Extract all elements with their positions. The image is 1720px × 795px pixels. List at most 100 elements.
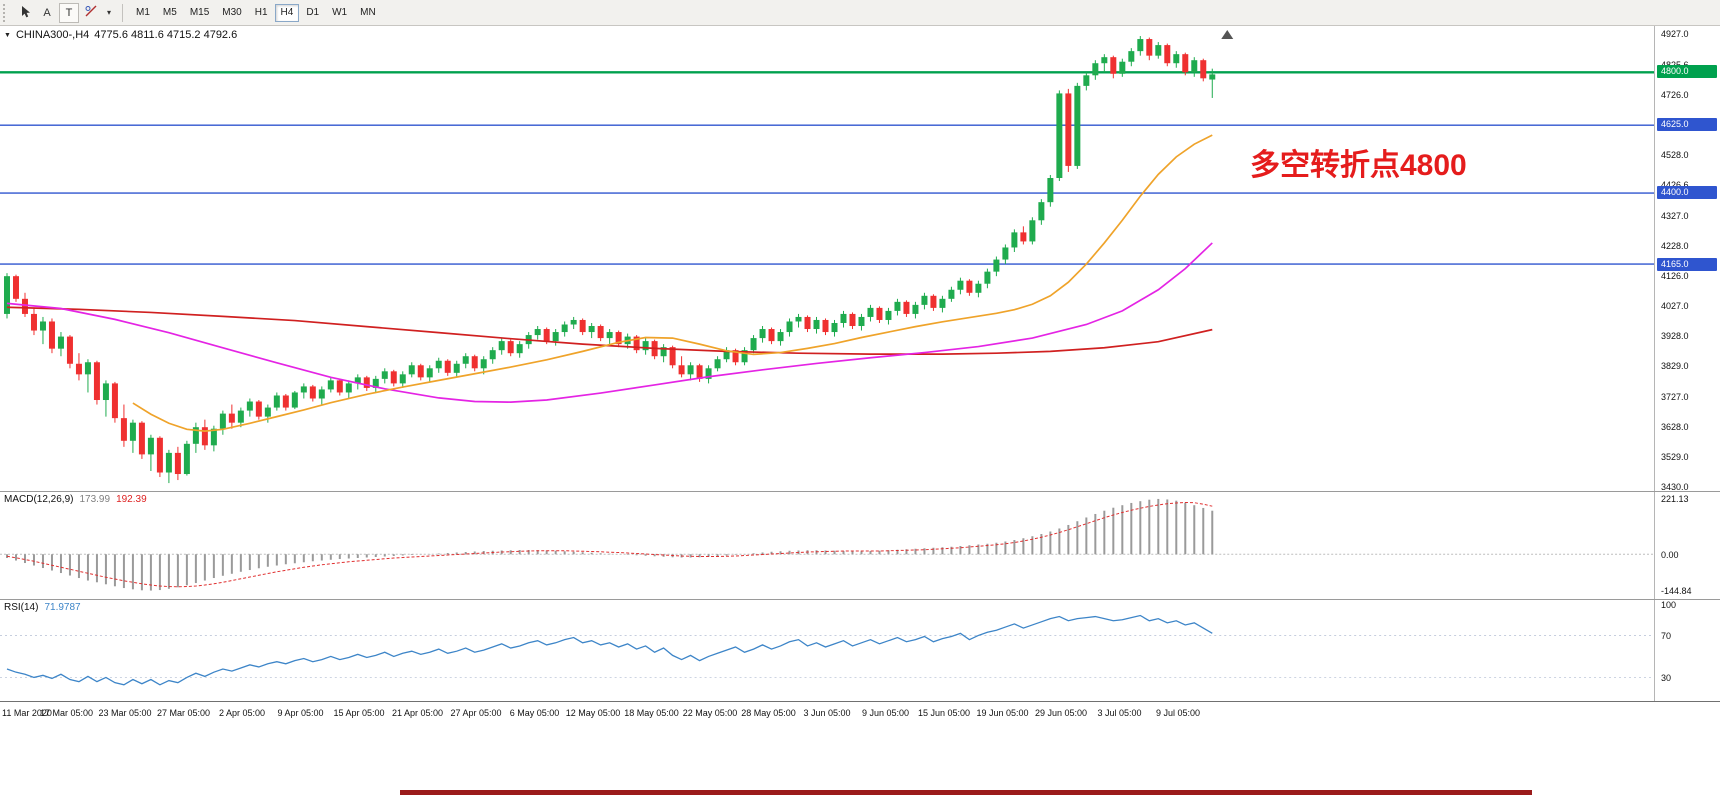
axis-label: 4927.0 (1661, 28, 1689, 39)
timeframe-m5[interactable]: M5 (157, 4, 183, 22)
axis-label: 30 (1661, 673, 1672, 684)
macd-axis[interactable]: 221.13 0.00 -144.84 (1656, 492, 1720, 599)
candle (957, 280, 964, 290)
macd-histogram (5, 498, 1214, 591)
candle (372, 378, 379, 388)
rsi-panel: RSI(14) 71.9787 100 70 30 (0, 600, 1720, 702)
axis-label: 70 (1661, 630, 1672, 641)
candle (273, 395, 280, 408)
time-axis[interactable]: 11 Mar 2020 17 Mar 05:00 23 Mar 05:00 27 Ma… (0, 702, 1720, 725)
candle (1119, 61, 1126, 74)
candle (1074, 85, 1081, 166)
candle (1146, 39, 1153, 56)
candle (1137, 39, 1144, 52)
candle (264, 407, 271, 417)
candle (480, 359, 487, 369)
candle (381, 371, 388, 379)
rsi-plot[interactable] (0, 600, 1655, 701)
time-label: 21 Apr 05:00 (391, 708, 444, 718)
time-label: 28 May 05:00 (741, 708, 796, 718)
axis-label: 3829.0 (1661, 361, 1689, 372)
candle (660, 347, 667, 357)
timeframe-d1[interactable]: D1 (300, 4, 325, 22)
axis-label: 4327.0 (1661, 210, 1689, 221)
candle (66, 336, 73, 364)
text-tool-button[interactable]: T (59, 2, 79, 23)
candle (840, 313, 847, 323)
timeframe-mn[interactable]: MN (354, 4, 382, 22)
candle (219, 413, 226, 429)
candle (237, 410, 244, 423)
timeframe-m15[interactable]: M15 (184, 4, 215, 22)
macd-name: MACD(12,26,9) (4, 494, 74, 505)
candle (849, 313, 856, 327)
candle (1173, 54, 1180, 64)
bottom-strip (0, 724, 1720, 795)
label-tool-button[interactable]: A (37, 3, 57, 23)
candle (1065, 93, 1072, 166)
candle (597, 326, 604, 339)
candle (822, 319, 829, 333)
shapes-tool-button[interactable] (81, 3, 101, 23)
candle (975, 283, 982, 293)
candle (1101, 57, 1108, 64)
candle (318, 389, 325, 399)
candle (669, 347, 676, 366)
axis-label: 4825.6 (1661, 60, 1689, 70)
bottom-red-bar (400, 790, 1532, 795)
candle (714, 359, 721, 369)
candle (435, 360, 442, 369)
time-label: 9 Jun 05:00 (861, 708, 910, 718)
annotation-text: 多空转折点4800 (1250, 149, 1467, 182)
symbol-title: ▼ CHINA300-,H4 4775.6 4811.6 4715.2 4792… (4, 29, 237, 41)
axis-label: 3928.0 (1661, 331, 1689, 342)
candle (948, 289, 955, 299)
macd-signal-line (6, 501, 1213, 588)
time-label: 29 Jun 05:00 (1034, 708, 1088, 718)
candle (147, 437, 154, 455)
macd-plot[interactable] (0, 492, 1655, 599)
candle (462, 356, 469, 364)
time-label: 18 May 05:00 (624, 708, 679, 718)
candle (687, 365, 694, 375)
candle (30, 313, 37, 331)
candle (1128, 51, 1135, 62)
rsi-label: RSI(14) 71.9787 (4, 602, 81, 613)
rsi-axis[interactable]: 100 70 30 (1656, 600, 1720, 701)
candle (390, 371, 397, 384)
candle (174, 452, 181, 475)
axis-label: 4726.0 (1661, 89, 1689, 100)
symbol-dropdown-icon[interactable]: ▼ (4, 31, 11, 39)
timeframe-h4[interactable]: H4 (274, 3, 300, 22)
price-axis[interactable]: 4927.04825.64726.04625.64528.04426.64327… (1656, 26, 1720, 492)
candle (120, 418, 127, 441)
candle (741, 350, 748, 363)
candle (543, 329, 550, 342)
candle (453, 363, 460, 373)
candle (111, 383, 118, 419)
candle (1209, 74, 1216, 80)
timeframe-m1[interactable]: M1 (130, 4, 156, 22)
candle (813, 319, 820, 330)
rsi-line (6, 614, 1213, 686)
candle (534, 329, 541, 336)
candle (921, 295, 928, 305)
toolbar-grip (3, 3, 10, 22)
cursor-tool-button[interactable] (15, 3, 35, 23)
timeframe-h1[interactable]: H1 (249, 4, 274, 22)
macd-label: MACD(12,26,9) 173.99 192.39 (4, 494, 147, 505)
candle (723, 350, 730, 360)
axis-label: 3727.0 (1661, 392, 1689, 403)
main-chart-plot[interactable] (0, 26, 1655, 491)
candle (1110, 57, 1117, 74)
candle (3, 276, 10, 314)
candle (210, 428, 217, 446)
timeframe-m30[interactable]: M30 (216, 4, 247, 22)
candle (777, 332, 784, 342)
shapes-dropdown-caret[interactable]: ▾ (103, 3, 115, 23)
ma-fast-orange (132, 134, 1213, 432)
candle (705, 368, 712, 379)
candle (408, 365, 415, 375)
candle (138, 422, 145, 455)
timeframe-w1[interactable]: W1 (326, 4, 353, 22)
